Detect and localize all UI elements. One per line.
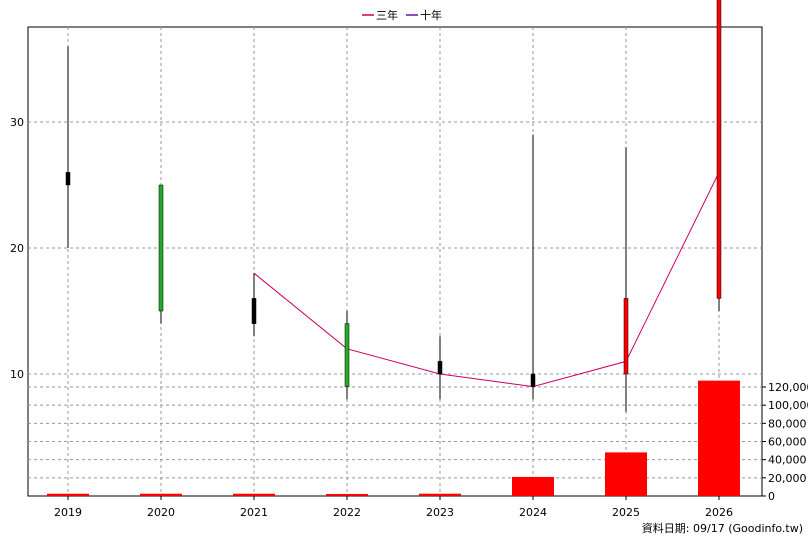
price-tick-label: 40 (10, 0, 24, 3)
x-tick-label: 2021 (240, 506, 268, 519)
volume-bar (233, 493, 275, 496)
plot-area (27, 26, 763, 497)
volume-bar (419, 493, 461, 496)
legend-label-ten-year: 十年 (420, 8, 442, 22)
volume-tick-label: 40,000 (768, 454, 807, 467)
price-tick-label: 30 (10, 116, 24, 129)
price-axis: 1020304050607080901001101201301401501601… (10, 0, 24, 381)
volume-bar (605, 452, 647, 496)
x-tick-label: 2019 (54, 506, 82, 519)
x-tick-label: 2022 (333, 506, 361, 519)
average-line (253, 172, 720, 388)
legend-label-three-year: 三年 (376, 8, 398, 22)
candle-body (437, 361, 443, 375)
price-average-line (253, 172, 720, 388)
x-tick-label: 2020 (147, 506, 175, 519)
volume-bar (326, 494, 368, 496)
candle-body (251, 298, 257, 324)
candle-body (716, 0, 722, 299)
volume-bar (47, 493, 89, 496)
chart-legend: 三年 十年 (362, 8, 442, 22)
price-tick-label: 20 (10, 242, 24, 255)
x-tick-label: 2026 (705, 506, 733, 519)
volume-bar (698, 380, 740, 496)
data-date-footer: 資料日期: 09/17 (Goodinfo.tw) (642, 521, 803, 535)
volume-tick-label: 0 (768, 490, 775, 503)
x-axis: 2019 2020 2021 2022 2023 2024 2025 2026 (54, 496, 733, 519)
volume-axis: 0 20,000 40,000 60,000 80,000 100,000 120,000 (762, 381, 808, 503)
candle-body (530, 373, 536, 387)
candlesticks (65, 0, 722, 412)
volume-tick-label: 60,000 (768, 436, 807, 449)
x-tick-label: 2023 (426, 506, 454, 519)
price-tick-label: 10 (10, 368, 24, 381)
candle-body (158, 184, 164, 312)
volume-tick-label: 20,000 (768, 472, 807, 485)
volume-bar (140, 493, 182, 496)
volume-tick-label: 80,000 (768, 417, 807, 430)
candle-body (623, 298, 629, 375)
x-tick-label: 2025 (612, 506, 640, 519)
volume-tick-label: 120,000 (768, 381, 808, 394)
volume-bar (512, 476, 554, 496)
x-tick-label: 2024 (519, 506, 547, 519)
volume-bars (47, 380, 740, 496)
volume-tick-label: 100,000 (768, 399, 808, 412)
candle-body (344, 323, 350, 387)
candle-body (65, 172, 71, 186)
